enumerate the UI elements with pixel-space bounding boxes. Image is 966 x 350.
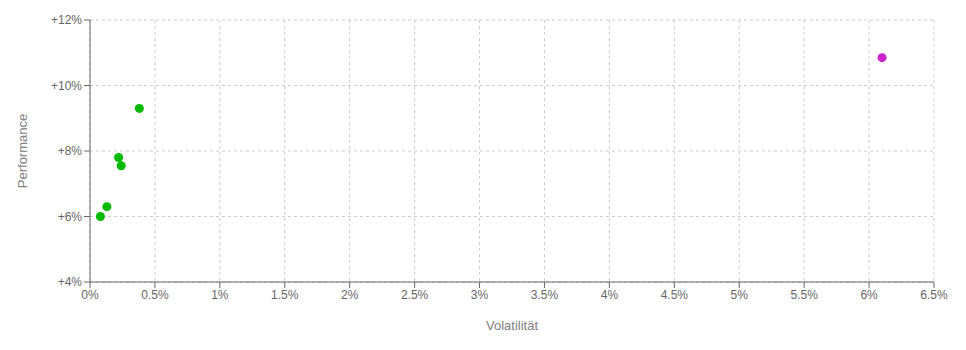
svg-text:1%: 1% — [211, 288, 229, 302]
svg-text:3%: 3% — [471, 288, 489, 302]
svg-text:Volatilität: Volatilität — [486, 318, 538, 333]
svg-text:3.5%: 3.5% — [531, 288, 559, 302]
svg-text:0.5%: 0.5% — [141, 288, 169, 302]
svg-text:5.5%: 5.5% — [790, 288, 818, 302]
svg-text:+4%: +4% — [58, 275, 83, 289]
svg-text:+8%: +8% — [58, 144, 83, 158]
svg-text:+6%: +6% — [58, 210, 83, 224]
svg-text:+10%: +10% — [51, 79, 82, 93]
svg-text:4%: 4% — [601, 288, 619, 302]
svg-text:2.5%: 2.5% — [401, 288, 429, 302]
svg-text:4.5%: 4.5% — [661, 288, 689, 302]
svg-text:1.5%: 1.5% — [271, 288, 299, 302]
svg-text:0%: 0% — [81, 288, 99, 302]
svg-text:5%: 5% — [731, 288, 749, 302]
svg-text:6.5%: 6.5% — [920, 288, 948, 302]
svg-text:6%: 6% — [860, 288, 878, 302]
svg-text:2%: 2% — [341, 288, 359, 302]
svg-text:Performance: Performance — [15, 114, 30, 188]
svg-text:+12%: +12% — [51, 13, 82, 27]
